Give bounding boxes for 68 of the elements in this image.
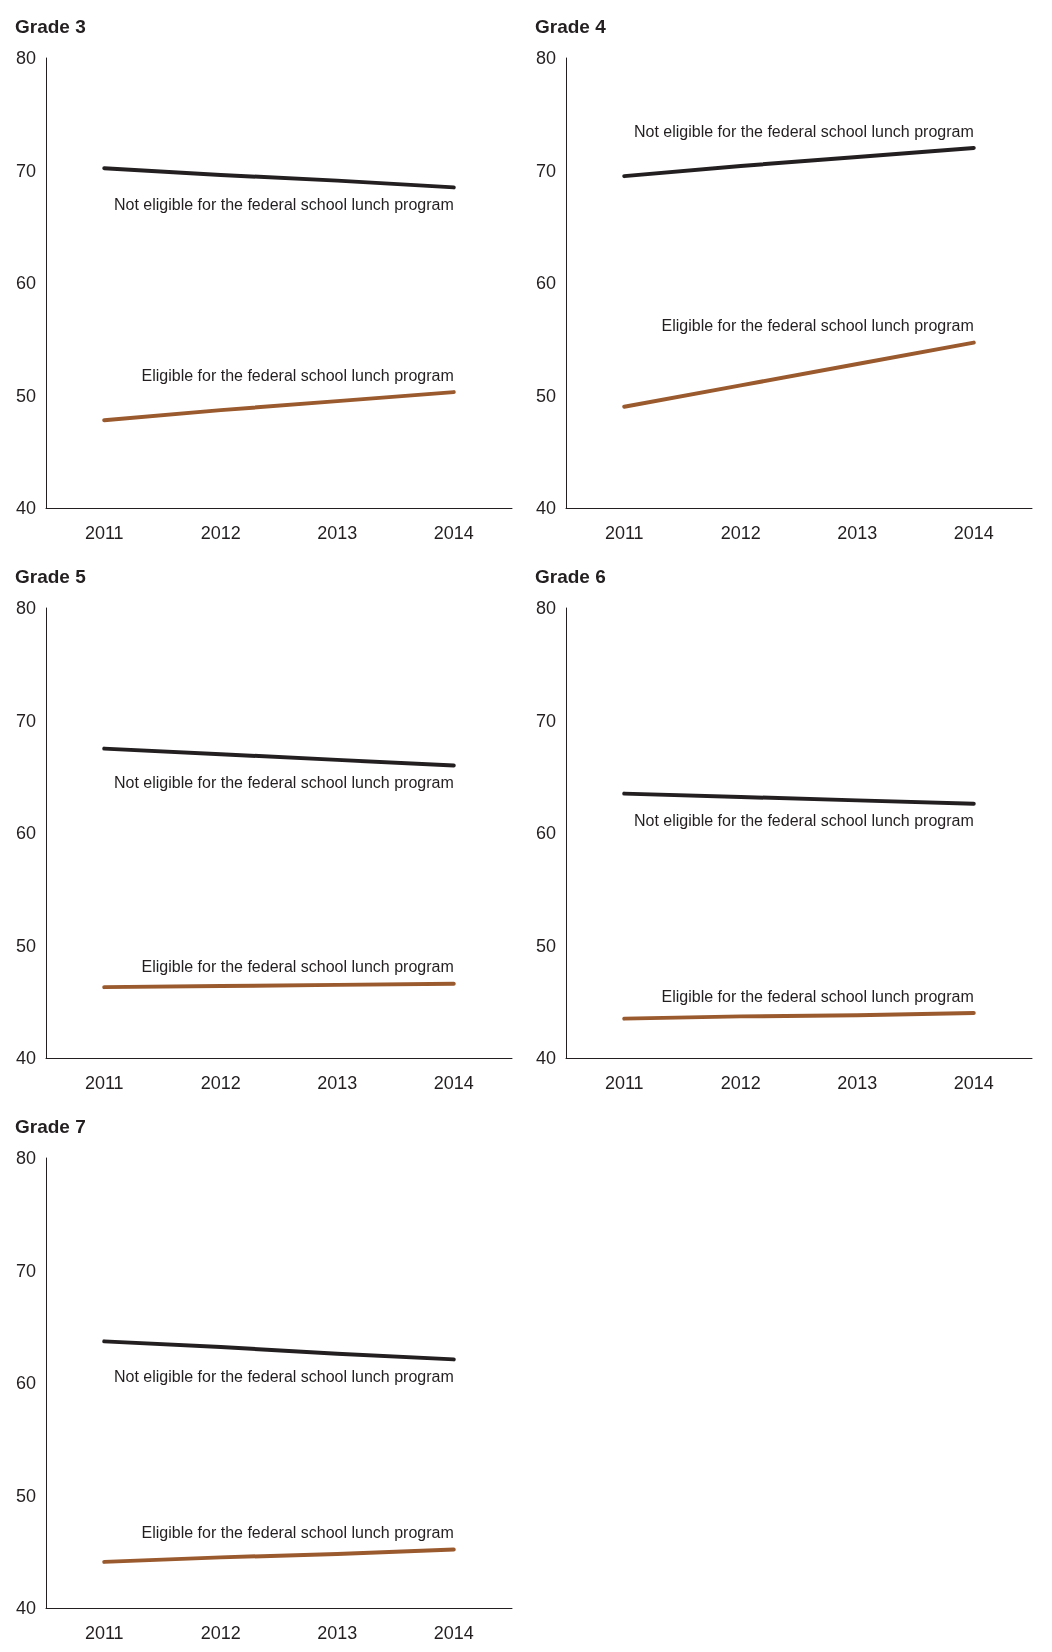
chart-title: Grade 5 [15, 566, 87, 587]
y-tick-label: 70 [15, 160, 36, 181]
chart-title: Grade 6 [535, 566, 606, 587]
y-tick-label: 40 [15, 498, 36, 518]
x-tick-label: 2012 [200, 1073, 241, 1093]
series-label: Not eligible for the federal school lunch program [114, 1367, 454, 1385]
series-label: Not eligible for the federal school lunch program [634, 122, 974, 140]
line-series [102, 1339, 456, 1362]
x-tick-label: 2014 [433, 1073, 474, 1093]
x-tick-label: 2013 [317, 1623, 358, 1643]
series-label: Eligible for the federal school lunch program [141, 1524, 454, 1541]
y-tick-label: 80 [535, 598, 556, 618]
x-tick-label: 2012 [720, 1073, 761, 1093]
x-tick-label: 2014 [433, 523, 474, 543]
x-tick-label: 2011 [84, 1623, 124, 1643]
y-tick-label: 80 [15, 48, 36, 68]
y-tick-label: 60 [15, 1373, 36, 1393]
x-tick-label: 2014 [953, 1073, 994, 1093]
x-tick-label: 2013 [317, 523, 358, 543]
y-tick-label: 70 [535, 710, 556, 731]
y-tick-label: 60 [15, 273, 36, 293]
series-label: Eligible for the federal school lunch program [141, 958, 454, 976]
y-tick-label: 50 [15, 1485, 36, 1506]
line-series [102, 1547, 456, 1564]
x-tick-label: 2012 [200, 1623, 241, 1643]
chart-title: Grade 3 [15, 16, 86, 37]
y-tick-label: 50 [535, 935, 556, 956]
chart-title: Grade 4 [535, 16, 607, 37]
y-tick-label: 40 [535, 1048, 556, 1068]
chart-title: Grade 7 [15, 1116, 86, 1137]
x-tick-label: 2012 [720, 523, 761, 543]
y-tick-label: 70 [15, 710, 36, 731]
line-series [622, 146, 976, 179]
x-tick-label: 2011 [84, 523, 124, 543]
y-tick-label: 70 [15, 1260, 36, 1281]
line-series [102, 166, 456, 190]
x-tick-label: 2014 [433, 1623, 474, 1643]
line-series [102, 746, 456, 768]
line-series [622, 340, 976, 409]
x-tick-label: 2013 [837, 1073, 878, 1093]
series-label: Eligible for the federal school lunch program [661, 317, 974, 335]
x-tick-label: 2011 [604, 523, 644, 543]
y-tick-label: 40 [15, 1598, 36, 1618]
y-tick-label: 80 [15, 598, 36, 618]
series-label: Eligible for the federal school lunch program [141, 366, 454, 384]
x-tick-label: 2014 [953, 523, 994, 543]
x-tick-label: 2013 [837, 523, 878, 543]
series-label: Not eligible for the federal school lunch program [114, 774, 454, 791]
y-tick-label: 80 [535, 48, 556, 68]
y-tick-label: 50 [15, 385, 36, 406]
line-series [622, 791, 976, 806]
x-tick-label: 2013 [317, 1073, 358, 1093]
y-tick-label: 60 [535, 823, 556, 843]
x-tick-label: 2011 [84, 1073, 124, 1093]
y-tick-label: 60 [15, 823, 36, 843]
x-tick-label: 2012 [200, 523, 241, 543]
y-tick-label: 50 [15, 935, 36, 956]
y-tick-label: 40 [535, 498, 556, 518]
y-tick-label: 70 [535, 160, 556, 181]
y-tick-label: 40 [15, 1048, 36, 1068]
y-tick-label: 60 [535, 273, 556, 293]
line-series [102, 390, 456, 423]
y-tick-label: 50 [535, 385, 556, 406]
y-tick-label: 80 [15, 1148, 36, 1168]
series-label: Eligible for the federal school lunch program [661, 987, 974, 1005]
x-tick-label: 2011 [604, 1073, 644, 1093]
series-label: Not eligible for the federal school lunch program [114, 195, 454, 213]
series-label: Not eligible for the federal school lunch program [634, 812, 974, 830]
